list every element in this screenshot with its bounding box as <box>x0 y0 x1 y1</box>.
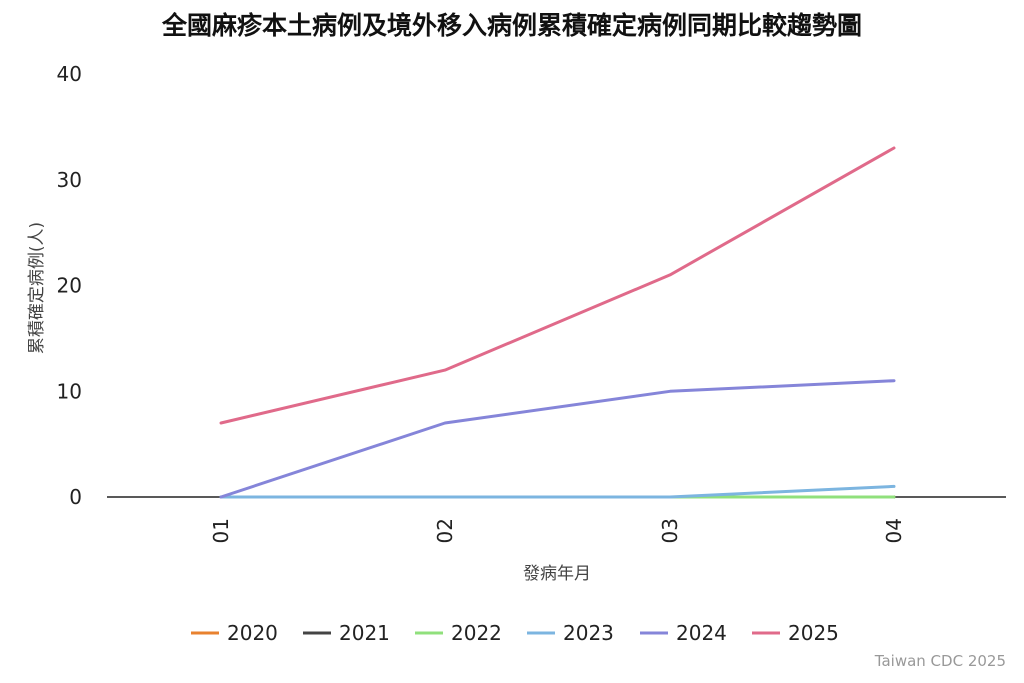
y-axis-ticks: 0 10 20 30 40 <box>57 62 82 509</box>
y-tick-label: 20 <box>57 274 82 298</box>
legend-label: 2024 <box>676 621 727 645</box>
x-axis-ticks: 01 02 03 04 <box>209 518 906 543</box>
legend-label: 2023 <box>563 621 614 645</box>
legend-item-2023[interactable]: 2023 <box>527 621 614 645</box>
chart-title: 全國麻疹本土病例及境外移入病例累積確定病例同期比較趨勢圖 <box>161 11 862 40</box>
series-line-2023 <box>219 484 896 499</box>
y-tick-label: 30 <box>57 168 82 192</box>
x-tick-label: 02 <box>433 518 457 543</box>
legend-item-2021[interactable]: 2021 <box>303 621 390 645</box>
legend-item-2025[interactable]: 2025 <box>752 621 839 645</box>
series-line-2024 <box>219 379 896 499</box>
x-tick-label: 01 <box>209 518 233 543</box>
legend-item-2022[interactable]: 2022 <box>415 621 502 645</box>
legend: 2020 2021 2022 2023 2024 2025 <box>191 621 839 645</box>
x-axis-label: 發病年月 <box>523 564 591 584</box>
y-tick-label: 40 <box>57 62 82 86</box>
legend-label: 2022 <box>451 621 502 645</box>
legend-label: 2025 <box>788 621 839 645</box>
x-tick-label: 03 <box>658 518 682 543</box>
x-tick-label: 04 <box>882 518 906 543</box>
series-lines <box>219 146 896 499</box>
y-axis-label: 累積確定病例(人) <box>27 222 47 354</box>
y-tick-label: 10 <box>57 379 82 403</box>
credit-text: Taiwan CDC 2025 <box>874 652 1006 670</box>
legend-item-2024[interactable]: 2024 <box>640 621 727 645</box>
legend-item-2020[interactable]: 2020 <box>191 621 278 645</box>
series-line-2025 <box>219 146 896 425</box>
legend-label: 2020 <box>227 621 278 645</box>
y-tick-label: 0 <box>69 485 82 509</box>
legend-label: 2021 <box>339 621 390 645</box>
